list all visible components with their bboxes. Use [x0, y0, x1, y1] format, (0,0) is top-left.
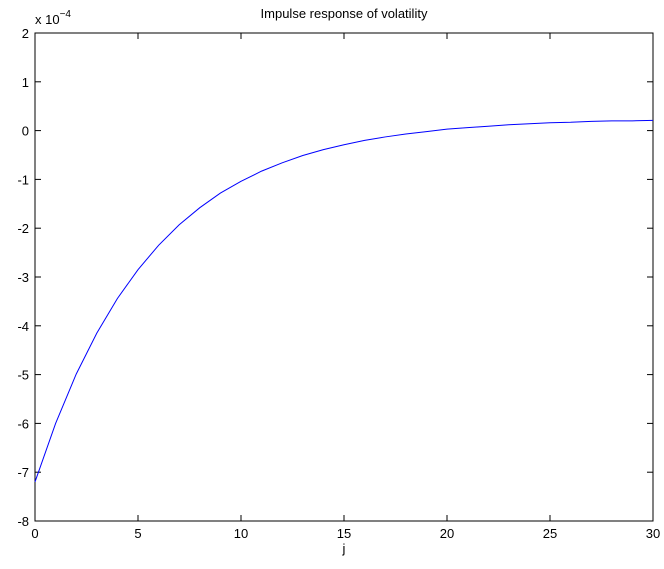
y-tick-label: -3: [17, 270, 29, 285]
x-axis-label: j: [342, 541, 346, 556]
y-tick-label: -8: [17, 514, 29, 529]
y-tick-label: -1: [17, 172, 29, 187]
x-tick-label: 25: [543, 526, 557, 541]
x-tick-label: 20: [440, 526, 454, 541]
x-tick-label: 0: [31, 526, 38, 541]
y-tick-label: 1: [22, 75, 29, 90]
plot-box: [34, 32, 654, 522]
x-tick-label: 5: [134, 526, 141, 541]
x-tick-label: 10: [234, 526, 248, 541]
x-tick-label: 30: [646, 526, 660, 541]
y-multiplier: x 10−4: [35, 9, 71, 27]
y-tick-label: -2: [17, 221, 29, 236]
y-tick-label: -5: [17, 368, 29, 383]
y-multiplier-base: x 10: [35, 12, 60, 27]
chart-title: Impulse response of volatility: [261, 6, 428, 21]
y-tick-label: -4: [17, 319, 29, 334]
y-tick-label: 2: [22, 26, 29, 41]
y-tick-label: 0: [22, 124, 29, 139]
y-tick-label: -7: [17, 465, 29, 480]
x-tick-label: 15: [337, 526, 351, 541]
line: [34, 119, 654, 483]
y-multiplier-exponent: −4: [60, 9, 72, 20]
y-tick-label: -6: [17, 416, 29, 431]
